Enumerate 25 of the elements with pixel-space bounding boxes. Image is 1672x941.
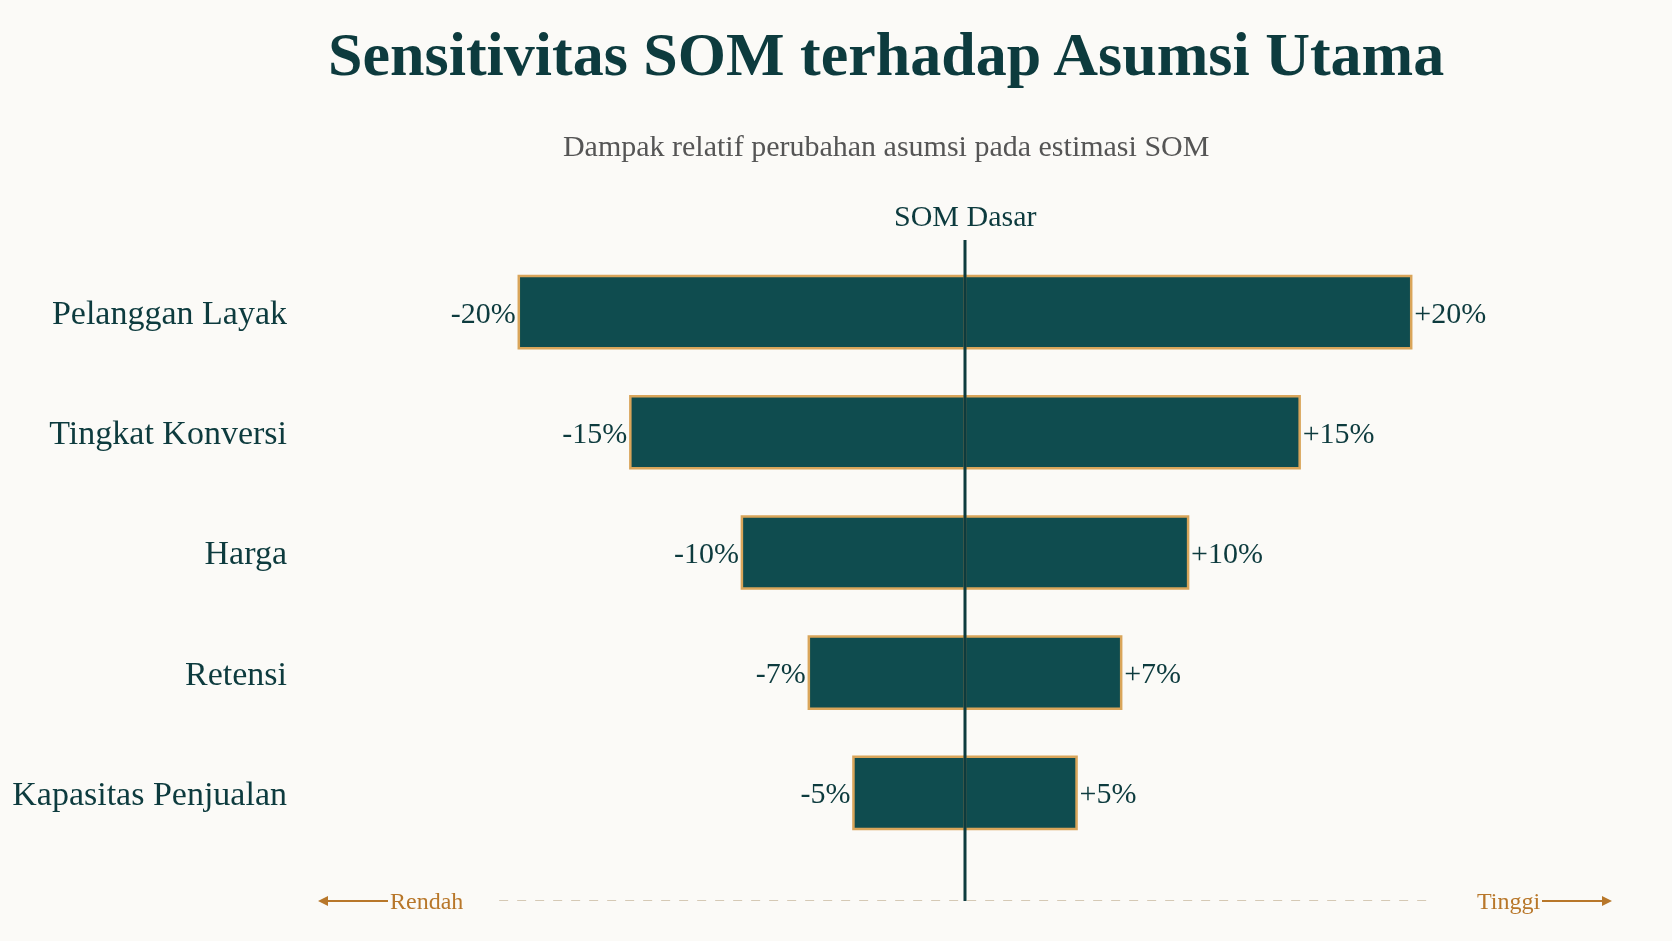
- y-tick-label: Tingkat Konversi: [49, 414, 287, 452]
- bar: [740, 515, 967, 590]
- data-label: -20%: [450, 295, 516, 329]
- data-label: +20%: [1414, 295, 1487, 329]
- y-tick-label: Retensi: [185, 654, 287, 692]
- ref-line-label: SOM Dasar: [894, 199, 1037, 232]
- bar: [852, 755, 967, 831]
- data-label: +5%: [1079, 776, 1137, 810]
- y-tick-label: Kapasitas Penjualan: [12, 774, 287, 812]
- bar: [807, 635, 967, 710]
- data-label: +15%: [1302, 415, 1375, 449]
- chart-subtitle: Dampak relatif perubahan asumsi pada estimasi SOM: [562, 128, 1210, 162]
- chart-title: Sensitivitas SOM terhadap Asumsi Utama: [328, 20, 1445, 89]
- data-label: -7%: [755, 656, 806, 690]
- data-label: -5%: [800, 776, 851, 810]
- data-label: +10%: [1191, 535, 1264, 569]
- y-tick-label: Harga: [204, 534, 287, 572]
- bar: [629, 394, 967, 470]
- y-tick-label: Pelanggan Layak: [51, 294, 287, 332]
- text: Rendah: [390, 888, 464, 914]
- data-label: +7%: [1124, 656, 1182, 690]
- bar: [517, 274, 967, 350]
- data-label: -10%: [673, 535, 739, 569]
- text: Tinggi: [1477, 888, 1541, 914]
- data-label: -15%: [562, 415, 628, 449]
